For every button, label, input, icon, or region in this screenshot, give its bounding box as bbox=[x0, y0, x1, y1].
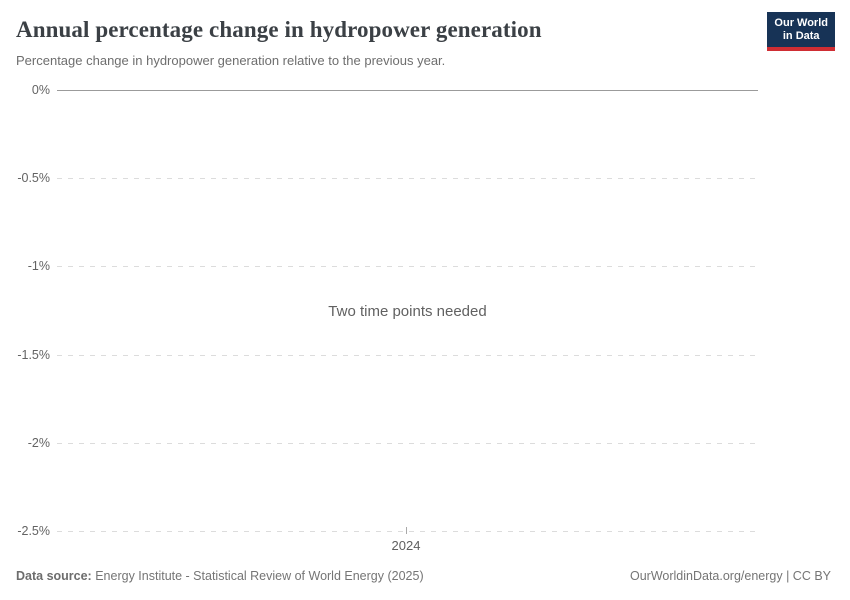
gridline bbox=[57, 355, 758, 356]
owid-logo[interactable]: Our World in Data bbox=[767, 12, 835, 51]
gridline bbox=[57, 178, 758, 179]
data-source-label: Data source: bbox=[16, 569, 92, 583]
y-axis-tick-label: -1% bbox=[27, 259, 50, 273]
y-axis-tick-label: 0% bbox=[31, 83, 50, 97]
owid-logo-line1: Our World bbox=[774, 17, 828, 29]
data-source: Data source: Energy Institute - Statisti… bbox=[16, 569, 424, 584]
y-axis-tick-label: -2.5% bbox=[17, 524, 50, 538]
owid-logo-line2: in Data bbox=[782, 30, 820, 42]
data-source-value: Energy Institute - Statistical Review of… bbox=[95, 569, 424, 583]
gridline bbox=[57, 531, 758, 532]
chart-subtitle: Percentage change in hydropower generati… bbox=[16, 53, 446, 68]
x-axis-tick-mark bbox=[406, 527, 407, 534]
chart-title: Annual percentage change in hydropower g… bbox=[16, 17, 542, 42]
chart-footer: Data source: Energy Institute - Statisti… bbox=[16, 569, 831, 584]
empty-state-message: Two time points needed bbox=[328, 303, 487, 320]
gridline bbox=[57, 266, 758, 267]
gridline-zero bbox=[57, 90, 758, 91]
y-axis-tick-label: -0.5% bbox=[17, 171, 50, 185]
y-axis-tick-label: -1.5% bbox=[17, 348, 50, 362]
credit-link[interactable]: OurWorldinData.org/energy | CC BY bbox=[629, 569, 831, 583]
y-axis-tick-label: -2% bbox=[27, 436, 50, 450]
x-axis-tick-label: 2024 bbox=[391, 538, 421, 553]
gridline bbox=[57, 443, 758, 444]
